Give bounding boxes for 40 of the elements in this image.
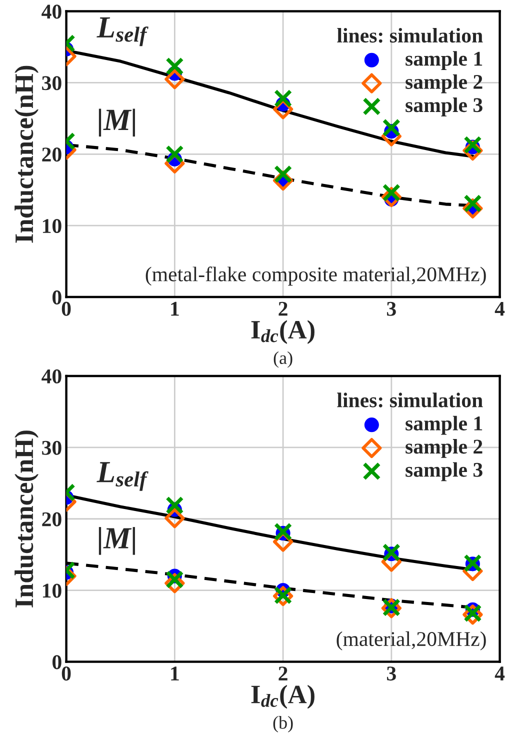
y-tick-label: 30 [42, 76, 62, 90]
legend-title: lines: simulation [337, 392, 483, 408]
annotation: |M| [98, 108, 135, 137]
y-tick-label: 0 [52, 655, 62, 670]
x-tick-label: 0 [62, 302, 71, 316]
y-axis-title: Inductance(nH) [14, 430, 39, 608]
x-tick-label: 1 [171, 302, 179, 316]
y-tick-label: 40 [42, 369, 62, 384]
x-tick-label: 3 [387, 666, 396, 681]
legend-title: lines: simulation [337, 28, 483, 43]
x-tick-label: 2 [278, 666, 288, 680]
y-axis-title: Inductance(nH) [14, 66, 39, 243]
annotation: L$_{self}$ [96, 462, 148, 491]
legend-label: sample 2 [406, 439, 482, 458]
legend-label: sample 2 [406, 74, 482, 94]
x-tick-label: 2 [278, 302, 288, 316]
x-tick-label: 4 [494, 666, 505, 680]
x-axis-title: I$_{dc}$(A) [251, 320, 314, 344]
annotation: L$_{self}$ [96, 17, 148, 46]
legend-label: sample 1 [406, 51, 482, 70]
legend-label: sample 3 [406, 462, 482, 482]
y-tick-label: 20 [42, 512, 62, 526]
text: (a) [274, 351, 292, 368]
x-tick-label: 0 [62, 666, 71, 681]
y-tick-label: 10 [42, 218, 62, 234]
legend-label: sample 3 [406, 98, 482, 116]
y-tick-label: 20 [42, 148, 62, 162]
annotation: |M| [98, 527, 135, 555]
x-tick-label: 4 [494, 302, 505, 316]
text: (b) [273, 716, 293, 732]
y-tick-label: 10 [42, 584, 62, 598]
y-tick-label: 40 [42, 4, 62, 19]
annotation: (metal-flake composite material,20MHz) [146, 266, 486, 286]
y-tick-label: 0 [52, 290, 62, 304]
y-tick-label: 30 [42, 440, 62, 455]
x-axis-title: I$_{dc}$(A) [251, 684, 314, 709]
x-tick-label: 1 [171, 666, 179, 680]
annotation: (material,20MHz) [336, 631, 486, 650]
legend-label: sample 1 [406, 416, 482, 435]
x-tick-label: 3 [387, 302, 396, 316]
